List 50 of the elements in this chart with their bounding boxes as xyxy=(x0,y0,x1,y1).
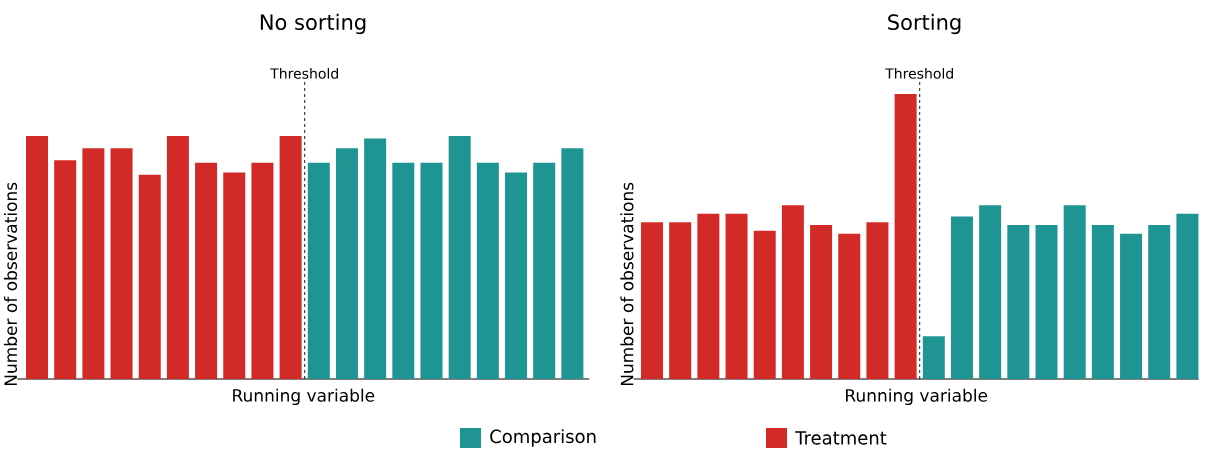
bar xyxy=(669,222,692,379)
text: Threshold xyxy=(885,67,953,79)
x-axis-title: Running variable xyxy=(233,388,375,406)
bar xyxy=(1091,225,1114,379)
x-axis-title: Running variable xyxy=(846,388,988,406)
bar xyxy=(392,162,415,379)
bar xyxy=(1120,233,1143,379)
bar xyxy=(810,225,833,379)
bar xyxy=(894,94,917,379)
bar xyxy=(753,230,776,379)
bar xyxy=(448,136,471,379)
legend-label: Comparison xyxy=(490,429,596,447)
bar xyxy=(166,136,189,379)
bar xyxy=(1063,205,1086,379)
bar xyxy=(533,162,556,379)
chart-title: No sorting xyxy=(260,13,366,35)
bar xyxy=(420,162,443,379)
bar xyxy=(54,160,77,379)
bar xyxy=(1176,213,1199,379)
bar xyxy=(725,213,748,379)
bar xyxy=(476,162,499,379)
bar xyxy=(641,222,663,379)
bar xyxy=(979,205,1002,379)
bar xyxy=(697,213,720,379)
bar xyxy=(195,162,218,379)
chart-title: Sorting xyxy=(888,13,961,35)
bar xyxy=(781,205,804,379)
bar xyxy=(335,148,358,379)
bar xyxy=(364,138,387,379)
bar xyxy=(82,148,105,379)
bar xyxy=(950,216,973,379)
bar xyxy=(922,336,945,379)
y-axis-title: Number of observations xyxy=(3,182,18,386)
legend-label: Treatment xyxy=(795,431,887,445)
bar xyxy=(26,136,49,379)
bar xyxy=(505,172,528,379)
bar xyxy=(138,174,161,379)
bar xyxy=(838,233,861,379)
bar xyxy=(251,162,274,379)
bar xyxy=(1148,225,1171,379)
bar xyxy=(307,162,330,379)
bar xyxy=(1007,225,1030,379)
y-axis-title: Number of observations xyxy=(620,182,634,386)
bar xyxy=(1035,225,1058,379)
bar xyxy=(866,222,889,379)
bar xyxy=(110,148,133,379)
bar xyxy=(561,148,584,379)
text: Threshold xyxy=(270,67,338,79)
bar xyxy=(279,136,302,379)
bar xyxy=(223,172,246,379)
